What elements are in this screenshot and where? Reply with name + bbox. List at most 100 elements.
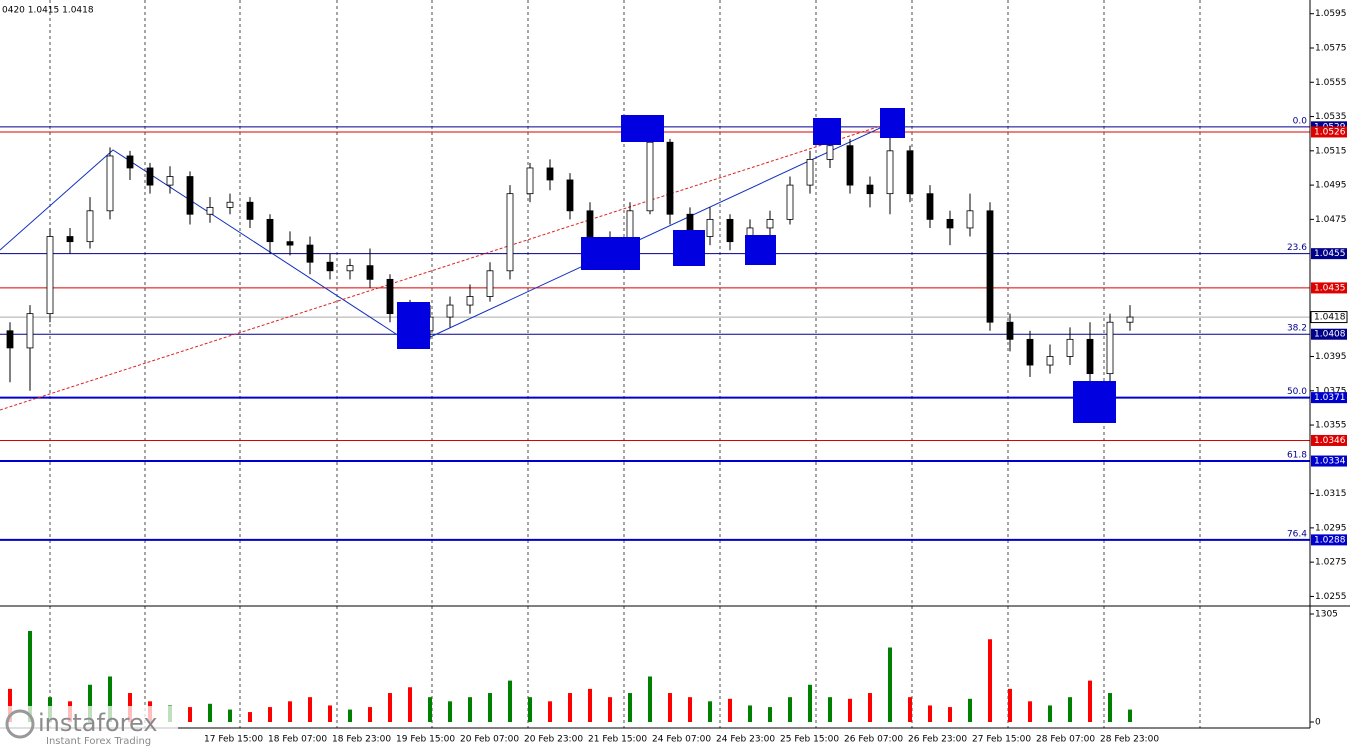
candle-body — [126, 155, 134, 169]
price-box — [1311, 328, 1347, 340]
candle-body — [206, 206, 214, 215]
price-box-label: 1.0435 — [1314, 283, 1346, 293]
volume-bar — [88, 684, 92, 722]
marker-boxes — [397, 108, 1116, 423]
x-tick-label: 27 Feb 15:00 — [972, 735, 1031, 745]
price-box — [1310, 311, 1348, 324]
price-box — [1311, 282, 1347, 294]
y-tick-label: 1.0295 — [1315, 523, 1347, 533]
candle-body — [666, 141, 674, 215]
x-tick-label: 24 Feb 23:00 — [716, 735, 775, 745]
candle-body — [166, 176, 174, 186]
price-box-label: 1.0371 — [1314, 393, 1346, 403]
volume-bar — [548, 701, 552, 722]
price-box — [1311, 434, 1347, 446]
volume-bar — [468, 697, 472, 722]
volume-bar — [328, 705, 332, 722]
x-tick-label: 26 Feb 07:00 — [844, 735, 903, 745]
candle-body — [866, 184, 874, 195]
volume-bar — [888, 647, 892, 722]
volume-bar — [488, 693, 492, 722]
candle-body — [1046, 356, 1054, 366]
candle-body — [306, 244, 314, 263]
volume-bar — [508, 680, 512, 722]
x-tick-label: 28 Feb 23:00 — [1100, 735, 1159, 745]
candle-body — [926, 193, 934, 220]
volume-bar — [588, 688, 592, 722]
x-tick-label: 20 Feb 07:00 — [460, 735, 519, 745]
price-box-label: 1.0418 — [1314, 313, 1346, 323]
price-box — [1311, 455, 1347, 467]
candle-body — [806, 158, 814, 186]
candle-body — [246, 201, 254, 220]
y-tick-label: 1.0595 — [1315, 9, 1347, 19]
fib-label: 0.0 — [1293, 116, 1308, 126]
candle-body — [66, 236, 74, 243]
candle-body — [966, 210, 974, 229]
candle-body — [846, 145, 854, 186]
candle-body — [1126, 316, 1134, 323]
volume-bar — [768, 707, 772, 722]
fib-label: 23.6 — [1287, 243, 1307, 253]
volume-bar — [1048, 705, 1052, 722]
volume-bar — [1108, 693, 1112, 722]
candle-body — [1106, 321, 1114, 375]
volume-bar — [408, 687, 412, 722]
volume-bar — [788, 697, 792, 722]
x-tick-label: 24 Feb 07:00 — [652, 735, 711, 745]
candle-body — [886, 150, 894, 195]
logo: instaforex Instant Forex Trading — [0, 706, 178, 750]
price-box-label: 1.0526 — [1314, 127, 1346, 137]
x-tick-label: 18 Feb 23:00 — [332, 735, 391, 745]
candle-body — [946, 218, 954, 229]
volume-bar — [1008, 688, 1012, 722]
y-tick-label: 1.0315 — [1315, 489, 1347, 499]
fib-label: 76.4 — [1287, 529, 1307, 539]
candle-body — [446, 304, 454, 318]
logo-subtext: Instant Forex Trading — [46, 736, 151, 747]
candle-body — [526, 167, 534, 195]
y-tick-label: 1.0475 — [1315, 215, 1347, 225]
candle-body — [766, 218, 774, 229]
volume-bar — [228, 709, 232, 722]
volume-bar — [828, 697, 832, 722]
volume-bar — [188, 707, 192, 722]
volume-bar — [448, 701, 452, 722]
logo-text: instaforex — [38, 709, 158, 737]
price-box — [1311, 126, 1347, 138]
volume-bar — [8, 688, 12, 722]
candle-body — [566, 179, 574, 212]
candle-body — [1026, 338, 1034, 366]
volume-bar — [608, 697, 612, 722]
x-tick-label: 26 Feb 23:00 — [908, 735, 967, 745]
volume-bar — [868, 693, 872, 722]
volume-tick-label: 1305 — [1315, 610, 1338, 620]
volume-bar — [1088, 680, 1092, 722]
price-box — [1311, 534, 1347, 546]
volume-bar — [1028, 701, 1032, 722]
volume-bar — [848, 698, 852, 722]
volume-bar — [988, 639, 992, 722]
volume-bar — [348, 709, 352, 722]
candle-body — [1086, 338, 1094, 375]
volume-bar — [708, 701, 712, 722]
volume-bar — [728, 698, 732, 722]
volume-bar — [568, 693, 572, 722]
candle-body — [6, 330, 14, 349]
x-tick-label: 21 Feb 15:00 — [588, 735, 647, 745]
volume-bar — [688, 697, 692, 722]
x-tick-label: 28 Feb 07:00 — [1036, 735, 1095, 745]
candle-body — [906, 150, 914, 195]
price-box-label: 1.0346 — [1314, 436, 1346, 446]
x-tick-label: 20 Feb 23:00 — [524, 735, 583, 745]
candle-body — [146, 167, 154, 186]
candle-body — [546, 167, 554, 181]
price-box — [1311, 392, 1347, 404]
x-tick-label: 25 Feb 15:00 — [780, 735, 839, 745]
x-tick-label: 19 Feb 15:00 — [396, 735, 455, 745]
volume-bar — [308, 697, 312, 722]
candle-body — [1006, 321, 1014, 340]
y-tick-label: 1.0275 — [1315, 558, 1347, 568]
